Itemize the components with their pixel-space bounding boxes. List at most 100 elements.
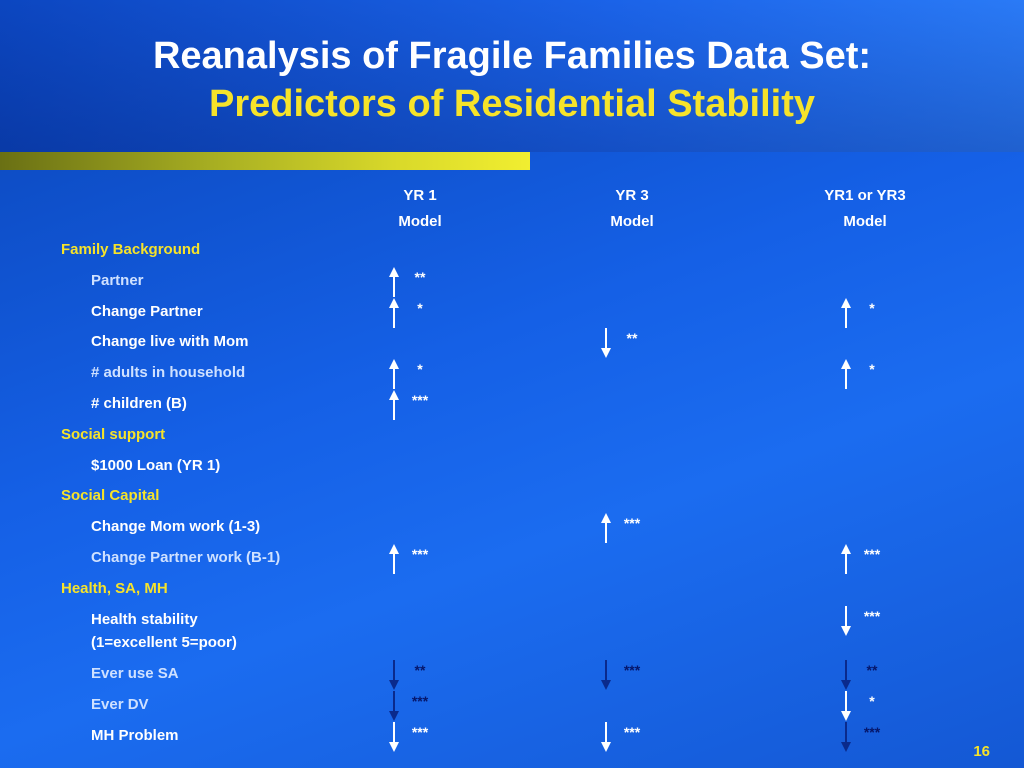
arrow-down-icon [841,722,851,752]
label-text: Change live with Mom [91,333,249,351]
arrow-down-icon [389,660,399,691]
predictor-label: Ever DV [91,695,149,715]
significance-stars: *** [623,515,641,532]
column-header-yr1: YR 1 Model [340,183,500,235]
label-text-secondary: (1=excellent 5=poor) [91,633,237,651]
predictor-label: # adults in household [91,363,245,383]
significance-stars: * [417,361,423,378]
significance-stars: * [869,299,875,316]
arrow-down-icon [601,660,611,691]
predictor-label: MH Problem [91,726,179,746]
significance-stars: * [869,693,875,710]
arrow-down-icon [841,605,851,636]
label-text: Change Partner [91,302,203,320]
significance-stars: *** [623,662,641,679]
significance-stars: *** [623,724,641,740]
effect-cell: * [388,297,498,338]
predictor-label: Partner [91,271,144,291]
label-text: Family Background [61,241,201,258]
predictor-label: Change Partner [91,302,203,322]
effect-cell: *** [840,605,950,646]
effect-cell: *** [388,544,498,584]
category-label: Social support [61,425,165,445]
arrow-up-icon [841,297,851,328]
slide-title: Reanalysis of Fragile Families Data Set:… [0,32,1024,128]
gold-accent-bar [0,152,530,170]
label-text: Partner [91,271,144,289]
significance-stars: *** [411,546,429,562]
significance-stars: ** [414,662,426,679]
arrow-down-icon [841,660,851,691]
significance-stars: * [869,361,875,378]
effect-cell: ** [840,660,950,700]
category-label: Health, SA, MH [61,579,168,599]
arrow-down-icon [601,722,611,752]
effect-cell: *** [388,722,498,762]
arrow-up-icon [601,513,611,544]
significance-stars: *** [411,693,429,710]
significance-stars: * [417,299,423,316]
slide-number: 16 [973,743,990,760]
predictor-label: Ever use SA [91,664,179,684]
arrow-up-icon [389,297,399,328]
effect-cell: *** [600,660,710,700]
significance-stars: *** [863,546,881,562]
significance-stars: *** [411,392,429,408]
significance-stars: *** [411,724,429,740]
arrow-up-icon [389,266,399,297]
effect-cell: * [840,359,950,399]
arrow-up-icon [841,544,851,574]
significance-stars: ** [866,662,878,679]
predictor-label: Change Mom work (1-3) [91,517,260,537]
label-text: Change Mom work (1-3) [91,518,261,536]
significance-stars: *** [863,607,881,624]
significance-stars: ** [414,268,426,285]
label-text: Social support [61,425,166,443]
column-header-line: Model [843,213,887,230]
effect-cell: *** [840,544,950,584]
effect-cell: ** [600,328,710,368]
title-shade [0,0,1024,152]
predictor-label: Health stability (1=excellent 5=poor) [91,610,237,653]
column-header-line: YR1 or YR3 [824,187,906,204]
title-panel [0,0,1024,152]
significance-stars: *** [863,724,881,740]
title-line-2: Predictors of Residential Stability [208,83,816,125]
category-label: Family Background [61,240,200,260]
arrow-up-icon [389,359,399,390]
arrow-down-icon [601,328,611,359]
effect-cell: *** [388,691,498,731]
column-header-line: YR 3 [615,187,649,204]
column-header-line: Model [398,213,442,230]
effect-cell: ** [388,266,498,307]
label-text: # children (B) [91,395,187,412]
effect-cell: *** [600,513,710,553]
label-text: Health stability [91,610,198,628]
effect-cell: ** [388,660,498,700]
arrow-down-icon [389,722,399,752]
predictor-label: $1000 Loan (YR 1) [91,456,220,476]
column-header-line: YR 1 [403,187,437,204]
predictor-label: Change live with Mom [91,332,249,352]
label-text: MH Problem [91,727,179,744]
predictor-label: # children (B) [91,394,187,414]
arrow-down-icon [389,691,399,722]
effect-cell: * [388,359,498,399]
label-text: Ever DV [91,696,149,714]
effect-cell: *** [840,722,950,762]
label-text: Ever use SA [91,665,179,683]
arrow-up-icon [389,390,399,420]
effect-cell: *** [600,722,710,762]
predictor-label: Change Partner work (B-1) [91,548,280,568]
effect-cell: * [840,297,950,338]
arrow-up-icon [841,359,851,390]
column-header-yr3: YR 3 Model [552,183,712,235]
column-header-line: Model [610,213,654,230]
label-text: # adults in household [91,364,246,382]
label-text: $1000 Loan (YR 1) [91,456,221,474]
label-text: Health, SA, MH [61,579,168,597]
column-header-yr1-or-yr3: YR1 or YR3 Model [785,183,945,235]
significance-stars: ** [626,330,638,347]
arrow-up-icon [389,544,399,574]
category-label: Social Capital [61,486,159,506]
